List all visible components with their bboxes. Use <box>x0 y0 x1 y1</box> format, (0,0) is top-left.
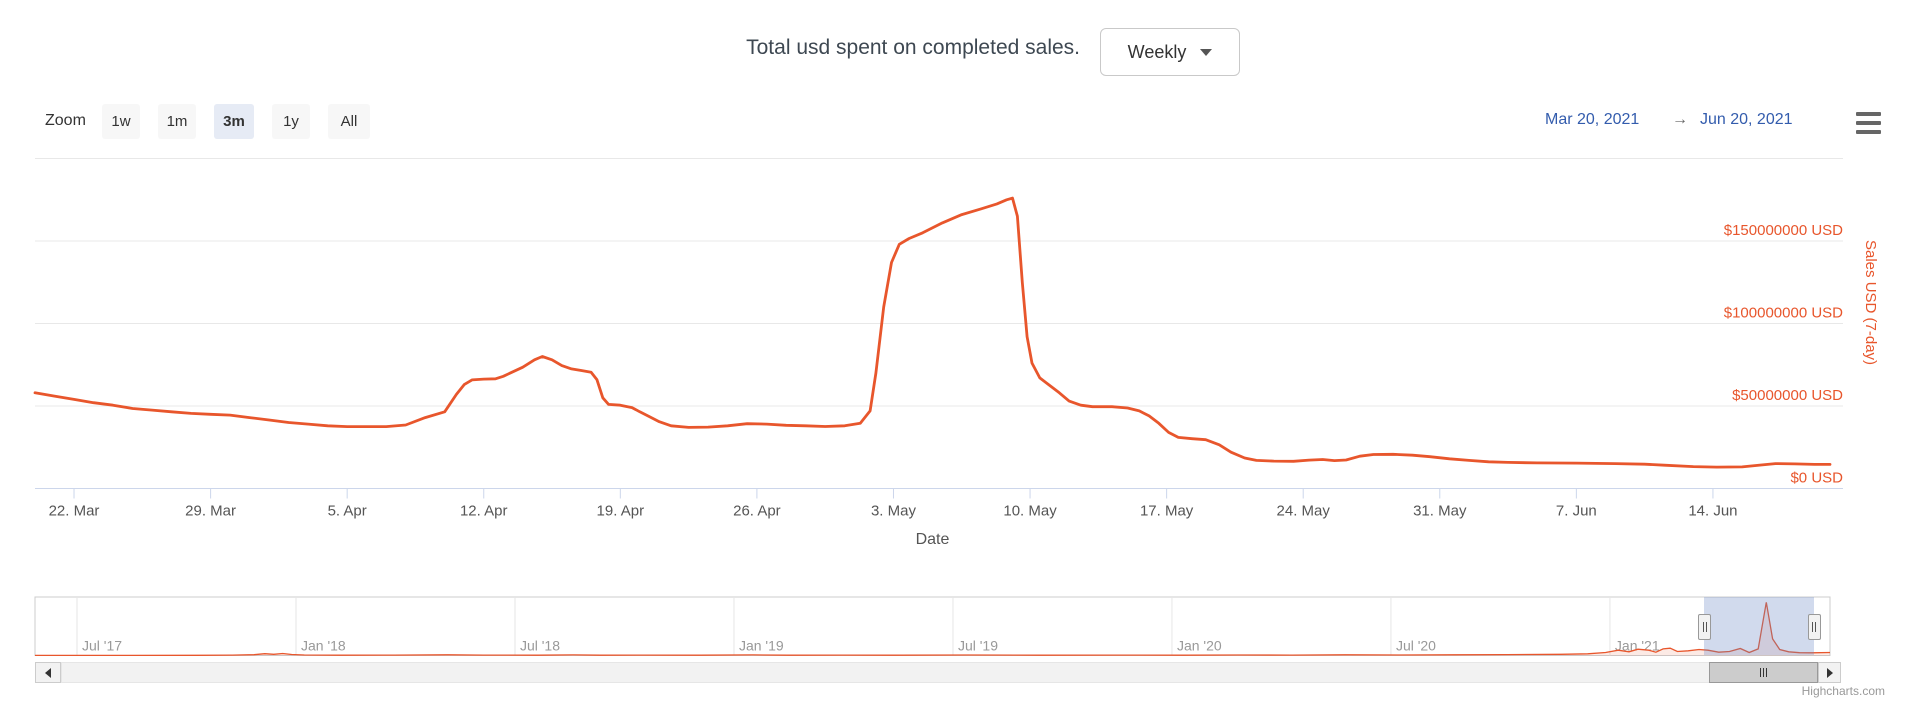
scrollbar-left-button[interactable] <box>35 662 61 683</box>
chart-plot-area[interactable] <box>35 150 1830 488</box>
navigator-axis-label: Jul '19 <box>958 638 998 654</box>
x-axis-tick-label: 19. Apr <box>597 503 645 520</box>
hamburger-menu-icon[interactable] <box>1856 112 1881 134</box>
frequency-dropdown[interactable]: Weekly <box>1100 28 1240 76</box>
navigator-selected-window[interactable] <box>1704 597 1814 655</box>
x-axis-tick-label: 17. May <box>1140 503 1194 520</box>
y-axis-title: Sales USD (7-day) <box>1862 240 1879 365</box>
date-range-arrow: → <box>1672 111 1688 128</box>
scrollbar-right-button[interactable] <box>1818 662 1841 683</box>
scrollbar-track[interactable] <box>61 662 1818 683</box>
x-axis-tick-label: 7. Jun <box>1556 503 1597 520</box>
y-axis-tick-label: $150000000 USD <box>1724 222 1843 239</box>
chart-title: Total usd spent on completed sales. <box>746 36 1080 59</box>
navigator-axis-label: Jul '17 <box>82 638 122 654</box>
navigator-axis-label: Jan '18 <box>301 638 346 654</box>
navigator-right-handle[interactable] <box>1807 614 1821 640</box>
zoom-label: Zoom <box>45 112 86 129</box>
navigator-axis-label: Jul '20 <box>1396 638 1436 654</box>
highcharts-credit[interactable]: Highcharts.com <box>1801 684 1885 698</box>
x-axis-tick-label: 26. Apr <box>733 503 781 520</box>
navigator-axis-label: Jan '21 <box>1615 638 1660 654</box>
navigator-axis-label: Jan '20 <box>1177 638 1222 654</box>
x-axis-tick-label: 24. May <box>1277 503 1331 520</box>
scrollbar-thumb[interactable] <box>1709 662 1818 683</box>
date-range-from-input[interactable]: Mar 20, 2021 <box>1545 111 1640 128</box>
x-axis-tick-label: 14. Jun <box>1688 503 1737 520</box>
y-axis-tick-label: $100000000 USD <box>1724 305 1843 322</box>
arrow-right-icon <box>1826 667 1833 678</box>
range-button-3m[interactable]: 3m <box>214 104 254 139</box>
x-axis-tick-label: 3. May <box>871 503 917 520</box>
x-axis-tick-label: 5. Apr <box>328 503 367 520</box>
x-axis-title: Date <box>916 531 950 548</box>
range-button-1w[interactable]: 1w <box>102 104 140 139</box>
arrow-left-icon <box>45 667 51 678</box>
x-axis-tick-label: 31. May <box>1413 503 1467 520</box>
range-button-1y[interactable]: 1y <box>272 104 310 139</box>
x-axis-tick-label: 10. May <box>1003 503 1057 520</box>
x-axis-tick-label: 12. Apr <box>460 503 508 520</box>
y-axis-tick-label: $0 USD <box>1790 470 1843 487</box>
navigator-axis-label: Jan '19 <box>739 638 784 654</box>
y-axis-tick-label: $50000000 USD <box>1732 387 1843 404</box>
date-range-to-input[interactable]: Jun 20, 2021 <box>1700 111 1793 128</box>
sales-series-line <box>33 196 1832 469</box>
x-axis-tick-label: 29. Mar <box>185 503 236 520</box>
caret-down-icon <box>1200 48 1213 56</box>
range-button-1m[interactable]: 1m <box>158 104 196 139</box>
navigator-left-handle[interactable] <box>1698 614 1712 640</box>
navigator-axis-label: Jul '18 <box>520 638 560 654</box>
x-axis-tick-label: 22. Mar <box>49 503 100 520</box>
frequency-dropdown-value: Weekly <box>1127 41 1187 62</box>
range-button-all[interactable]: All <box>328 104 370 139</box>
navigator-series-line <box>35 602 1831 657</box>
